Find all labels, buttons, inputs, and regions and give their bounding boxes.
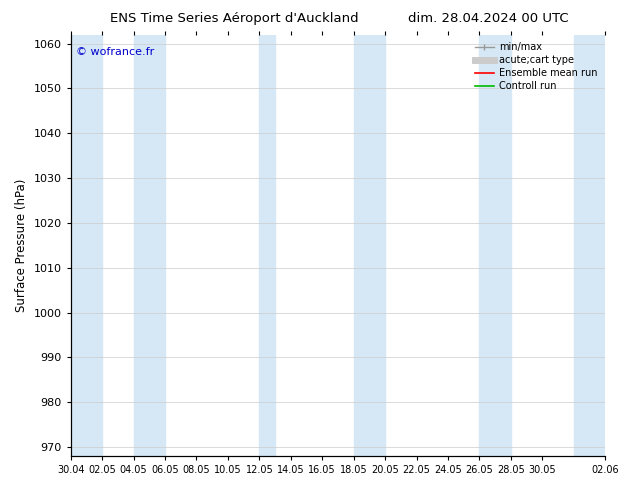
Bar (134, 35, 165, 456)
Bar (574, 35, 605, 456)
Bar (479, 35, 511, 456)
Text: ENS Time Series Aéroport d'Auckland: ENS Time Series Aéroport d'Auckland (110, 12, 359, 25)
Text: dim. 28.04.2024 00 UTC: dim. 28.04.2024 00 UTC (408, 12, 569, 25)
Bar (71, 35, 102, 456)
Bar (259, 35, 275, 456)
Text: © wofrance.fr: © wofrance.fr (76, 47, 154, 57)
Legend: min/max, acute;cart type, Ensemble mean run, Controll run: min/max, acute;cart type, Ensemble mean … (472, 40, 600, 94)
Y-axis label: Surface Pressure (hPa): Surface Pressure (hPa) (15, 178, 28, 312)
Bar (354, 35, 385, 456)
